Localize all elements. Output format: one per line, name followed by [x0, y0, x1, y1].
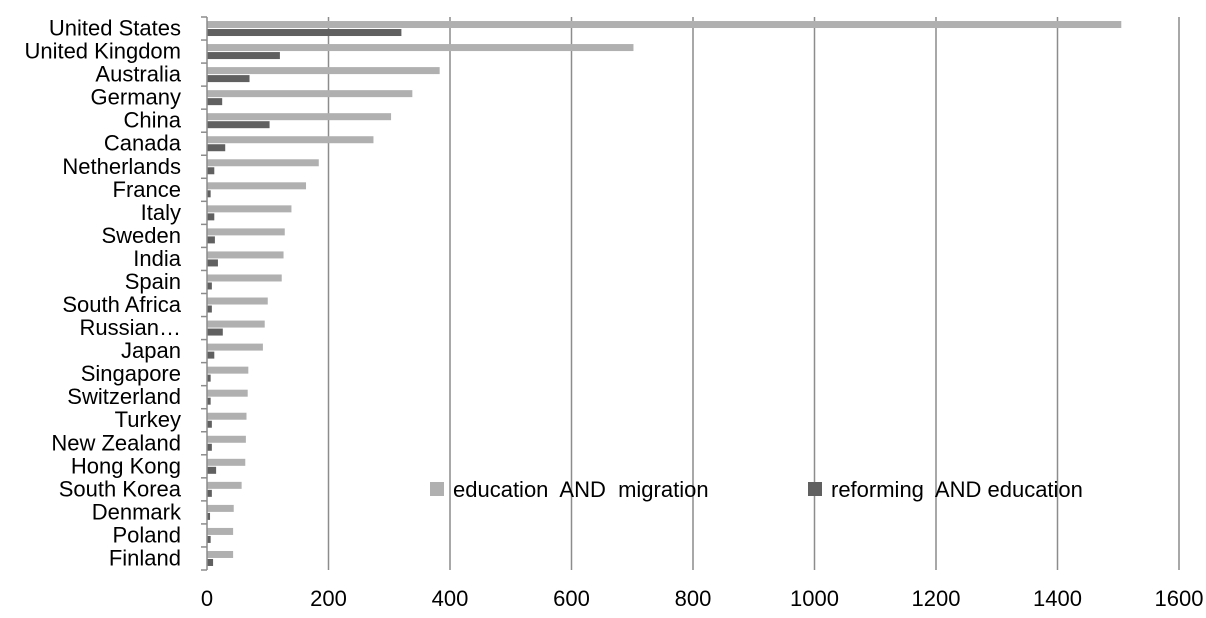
category-label: New Zealand: [51, 430, 181, 455]
bar-education-and-migration: [207, 228, 285, 236]
bar-education-and-migration: [207, 550, 234, 558]
category-label: Singapore: [81, 361, 181, 386]
x-tick-label: 0: [201, 586, 213, 611]
gridlines: [327, 17, 1180, 570]
bar-reforming-and-education: [207, 466, 217, 474]
bar-education-and-migration: [207, 343, 263, 351]
bar-reforming-and-education: [207, 75, 250, 83]
category-label: Netherlands: [62, 154, 181, 179]
category-label: Canada: [104, 131, 182, 156]
bar-reforming-and-education: [207, 29, 402, 37]
category-label: Denmark: [92, 499, 182, 524]
bar-education-and-migration: [207, 205, 292, 213]
bar-reforming-and-education: [207, 328, 223, 336]
category-label: Italy: [141, 200, 181, 225]
legend-label: education AND migration: [453, 477, 709, 502]
bar-education-and-migration: [207, 527, 234, 535]
bar-education-and-migration: [207, 159, 319, 167]
bar-reforming-and-education: [207, 259, 218, 267]
x-tick-label: 1200: [912, 586, 961, 611]
bar-reforming-and-education: [207, 305, 212, 313]
category-label: South Korea: [59, 476, 182, 501]
bar-reforming-and-education: [207, 420, 212, 428]
x-tick-label: 200: [310, 586, 347, 611]
bar-education-and-migration: [207, 297, 268, 305]
bar-reforming-and-education: [207, 374, 211, 382]
bar-reforming-and-education: [207, 213, 215, 221]
x-tick-label: 600: [553, 586, 590, 611]
bar-education-and-migration: [207, 21, 1122, 29]
category-label: United States: [49, 16, 181, 41]
bar-education-and-migration: [207, 320, 265, 328]
bar-education-and-migration: [207, 251, 284, 259]
bar-reforming-and-education: [207, 282, 212, 290]
x-tick-label: 400: [432, 586, 469, 611]
bar-reforming-and-education: [207, 52, 280, 60]
category-label: Japan: [121, 338, 181, 363]
legend-label: reforming AND education: [831, 477, 1083, 502]
bar-reforming-and-education: [207, 351, 215, 359]
category-label: United Kingdom: [24, 39, 181, 64]
category-label: Australia: [95, 62, 181, 87]
category-label: Switzerland: [67, 384, 181, 409]
category-label: Spain: [125, 269, 181, 294]
bar-education-and-migration: [207, 435, 246, 443]
bar-reforming-and-education: [207, 558, 214, 566]
x-tick-label: 1400: [1033, 586, 1082, 611]
x-tick-label: 1000: [790, 586, 839, 611]
x-tick-label: 1600: [1155, 586, 1204, 611]
category-label: Poland: [112, 522, 181, 547]
bar-reforming-and-education: [207, 98, 223, 106]
bar-reforming-and-education: [207, 144, 226, 152]
bar-education-and-migration: [207, 504, 234, 512]
bar-education-and-migration: [207, 136, 374, 144]
legend: education AND migration reforming AND edu…: [430, 477, 1083, 502]
bar-education-and-migration: [207, 90, 413, 98]
category-label: Sweden: [101, 223, 181, 248]
bar-reforming-and-education: [207, 535, 211, 543]
bar-reforming-and-education: [207, 397, 211, 405]
category-label: China: [124, 108, 182, 133]
bar-education-and-migration: [207, 67, 440, 75]
bar-education-and-migration: [207, 412, 247, 420]
category-label: Turkey: [115, 407, 181, 432]
category-label: Hong Kong: [71, 453, 181, 478]
axes: [201, 16, 208, 571]
legend-swatch: [430, 482, 444, 496]
bar-education-and-migration: [207, 458, 246, 466]
bar-reforming-and-education: [207, 190, 211, 198]
bar-reforming-and-education: [207, 236, 215, 244]
category-label: Russian…: [80, 315, 181, 340]
bar-education-and-migration: [207, 182, 307, 190]
bar-reforming-and-education: [207, 443, 212, 451]
bar-education-and-migration: [207, 481, 242, 489]
bar-education-and-migration: [207, 113, 392, 121]
legend-swatch: [808, 482, 822, 496]
bar-reforming-and-education: [207, 167, 215, 175]
bars: [207, 21, 1122, 566]
bar-reforming-and-education: [207, 121, 270, 129]
x-tick-label: 800: [675, 586, 712, 611]
category-label: Finland: [109, 545, 181, 570]
bar-education-and-migration: [207, 274, 282, 282]
category-label: France: [113, 177, 181, 202]
bar-education-and-migration: [207, 44, 634, 52]
category-label: India: [133, 246, 181, 271]
bar-reforming-and-education: [207, 512, 211, 520]
category-label: Germany: [91, 85, 181, 110]
category-label: South Africa: [62, 292, 181, 317]
x-tick-labels: 0 200 400 600 800 1000 1200 1400 1600: [201, 586, 1204, 611]
bar-education-and-migration: [207, 366, 249, 374]
bar-reforming-and-education: [207, 489, 212, 497]
bar-education-and-migration: [207, 389, 248, 397]
